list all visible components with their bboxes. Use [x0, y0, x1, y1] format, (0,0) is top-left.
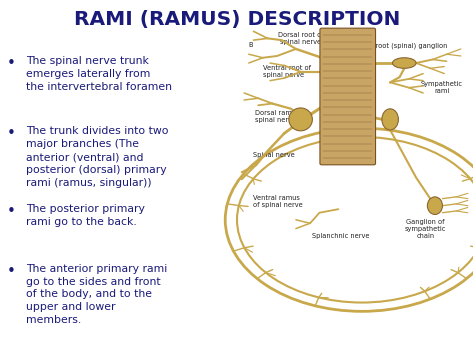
Text: •: •: [7, 56, 16, 71]
Text: •: •: [7, 204, 16, 219]
Text: The anterior primary rami
go to the sides and front
of the body, and to the
uppe: The anterior primary rami go to the side…: [26, 264, 167, 325]
Text: Dorsal root of
spinal nerve: Dorsal root of spinal nerve: [278, 32, 323, 45]
Text: •: •: [7, 126, 16, 141]
Text: Sympathetic
rami: Sympathetic rami: [421, 81, 463, 94]
Text: Dorsal ramus of
spinal nerve: Dorsal ramus of spinal nerve: [255, 110, 308, 124]
Ellipse shape: [289, 108, 312, 131]
Ellipse shape: [428, 197, 442, 214]
Text: Ganglion of
sympathetic
chain: Ganglion of sympathetic chain: [405, 219, 446, 239]
Text: The spinal nerve trunk
emerges laterally from
the intervertebral foramen: The spinal nerve trunk emerges laterally…: [26, 56, 172, 92]
Text: Dorsal root (spinal) ganglion: Dorsal root (spinal) ganglion: [352, 42, 447, 49]
Text: •: •: [7, 264, 16, 279]
Text: Splanchnic nerve: Splanchnic nerve: [312, 233, 369, 239]
Ellipse shape: [392, 58, 416, 68]
Text: Ventral root of
spinal nerve: Ventral root of spinal nerve: [263, 65, 311, 78]
Text: The posterior primary
rami go to the back.: The posterior primary rami go to the bac…: [26, 204, 145, 227]
Text: RAMI (RAMUS) DESCRIPTION: RAMI (RAMUS) DESCRIPTION: [74, 10, 400, 29]
Text: Ventral ramus
of spinal nerve: Ventral ramus of spinal nerve: [254, 195, 303, 208]
Ellipse shape: [382, 109, 398, 130]
Text: B: B: [249, 42, 253, 48]
Text: The trunk divides into two
major branches (The
anterior (ventral) and
posterior : The trunk divides into two major branche…: [26, 126, 168, 188]
FancyBboxPatch shape: [320, 28, 375, 165]
Text: Spinal nerve: Spinal nerve: [254, 152, 295, 158]
